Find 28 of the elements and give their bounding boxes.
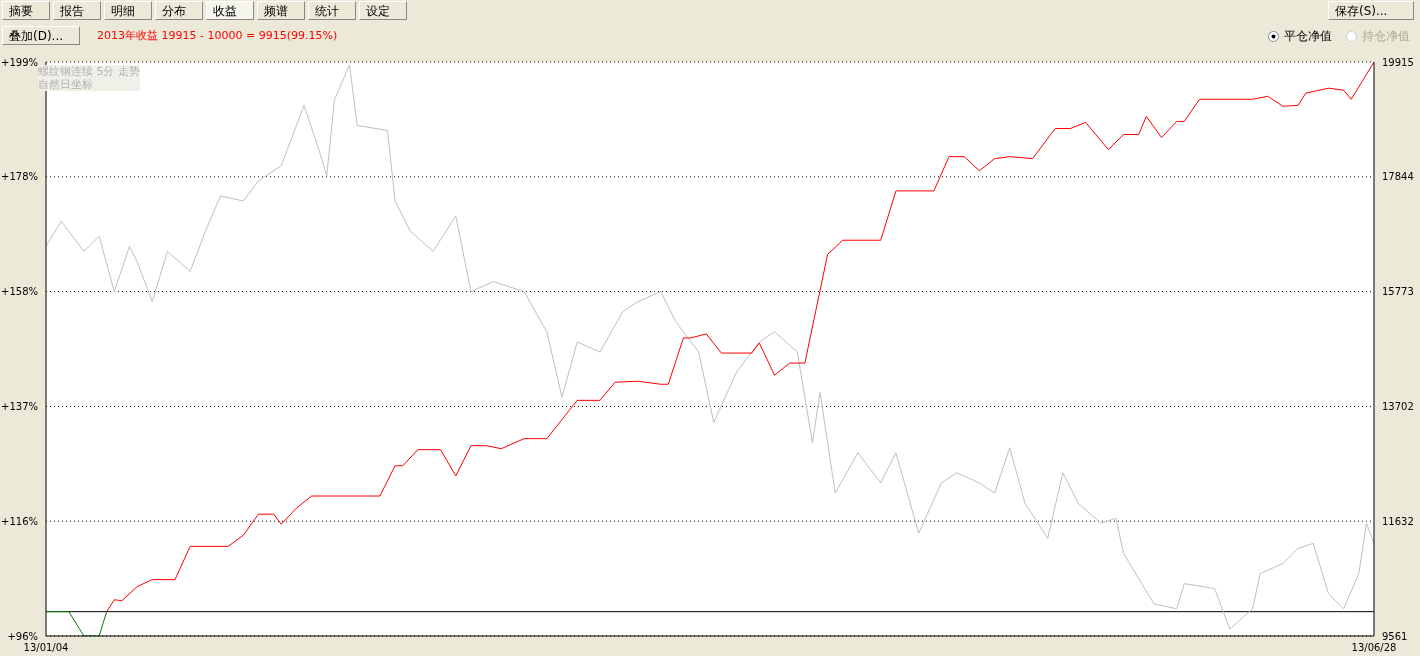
text: 明细 (104, 1, 152, 20)
text: 频谱 (257, 1, 305, 20)
annotation: 自然日坐标 (38, 78, 94, 91)
y-tick-label: +96% (7, 630, 38, 642)
text: 分布 (155, 1, 203, 20)
chart-subtitle: 2013年收益 19915 - 10000 = 9915(99.15%) (97, 28, 338, 43)
text: 持仓净值 (1361, 28, 1410, 45)
y2-tick-label: 9561 (1382, 630, 1408, 642)
text: 摘要 (2, 1, 50, 20)
y-tick-label: +199% (1, 56, 38, 68)
y2-tick-label: 17844 (1382, 171, 1414, 183)
y-tick-label: +158% (1, 286, 38, 298)
y2-tick-label: 15773 (1382, 286, 1414, 298)
y-tick-label: +116% (1, 515, 38, 527)
text: 设定 (359, 1, 407, 20)
y2-tick-label: 13702 (1382, 400, 1414, 412)
y-tick-label: +178% (1, 171, 38, 183)
text: 保存(S)... (1328, 1, 1414, 20)
text: 平仓净值 (1283, 28, 1332, 45)
y-tick-label: +137% (1, 400, 38, 412)
text: 收益 (206, 1, 254, 20)
y2-tick-label: 19915 (1382, 56, 1414, 68)
text: 统计 (308, 1, 356, 20)
x-tick-label: 13/06/28 (1351, 642, 1397, 654)
y2-tick-label: 11632 (1382, 515, 1414, 527)
text: 报告 (53, 1, 101, 20)
x-tick-label: 13/01/04 (23, 642, 69, 654)
text: 叠加(D)... (2, 26, 80, 45)
